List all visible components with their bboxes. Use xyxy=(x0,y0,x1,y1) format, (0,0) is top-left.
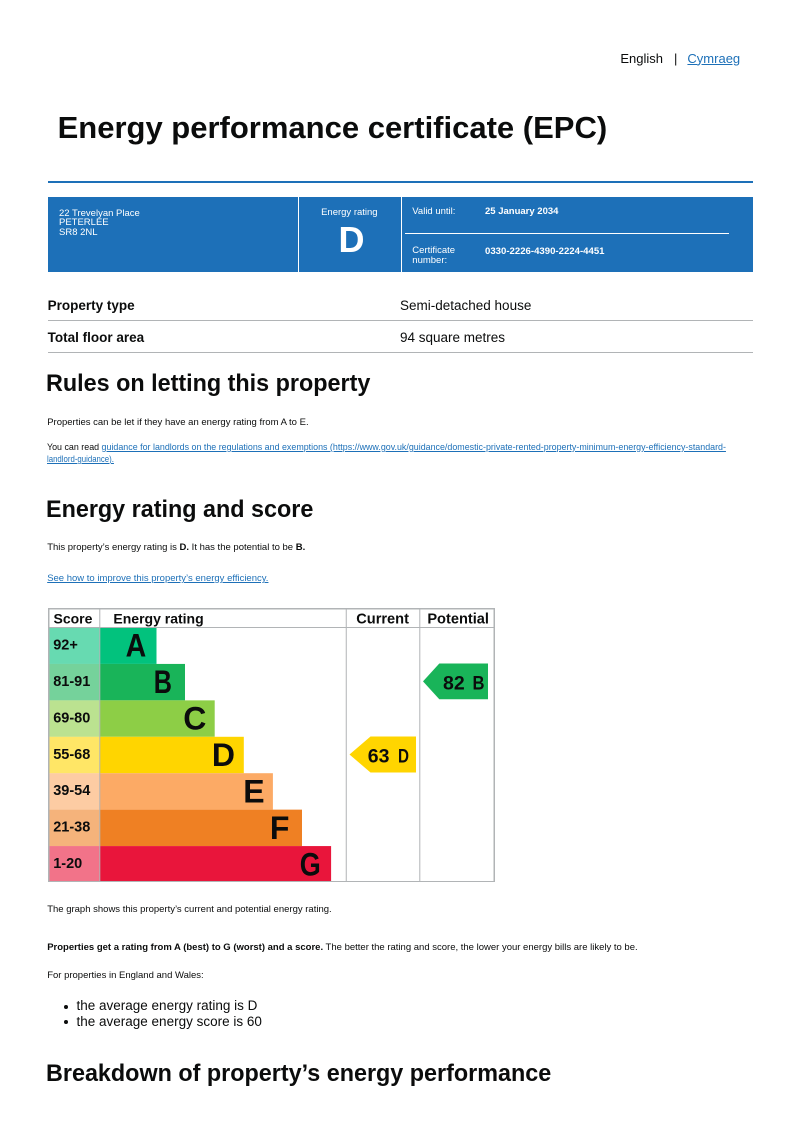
svg-text:81-91: 81-91 xyxy=(53,673,90,689)
svg-text:1-20: 1-20 xyxy=(53,856,82,872)
svg-text:21-38: 21-38 xyxy=(53,819,90,835)
svg-text:B: B xyxy=(472,672,484,694)
svg-text:D: D xyxy=(398,745,409,767)
svg-text:E: E xyxy=(243,773,264,809)
svg-text:Potential: Potential xyxy=(427,611,489,627)
svg-text:69-80: 69-80 xyxy=(53,710,90,726)
svg-text:B: B xyxy=(153,664,171,700)
svg-text:Current: Current xyxy=(356,611,409,627)
svg-text:92+: 92+ xyxy=(53,637,78,653)
svg-text:A: A xyxy=(125,627,146,663)
svg-text:C: C xyxy=(183,700,206,736)
svg-text:D: D xyxy=(211,737,234,773)
svg-text:Energy rating: Energy rating xyxy=(113,610,203,626)
svg-text:F: F xyxy=(269,809,289,845)
svg-text:55-68: 55-68 xyxy=(53,746,90,762)
svg-text:39-54: 39-54 xyxy=(53,783,90,799)
svg-text:63: 63 xyxy=(367,745,389,767)
svg-text:82: 82 xyxy=(443,672,465,694)
svg-text:G: G xyxy=(299,846,320,882)
svg-text:Score: Score xyxy=(53,610,92,626)
